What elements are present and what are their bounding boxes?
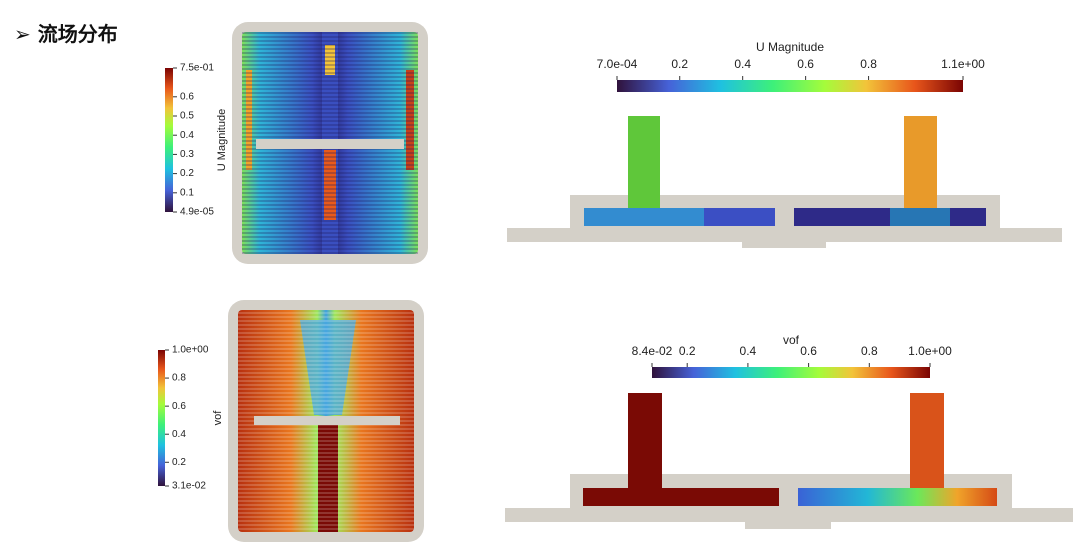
colorbar-tick-label: 0.4 xyxy=(172,429,186,440)
colorbar-tick-label: 3.1e-02 xyxy=(172,481,206,492)
colorbar-tick-label: 0.4 xyxy=(740,344,757,358)
vof-section xyxy=(505,393,1073,529)
colorbar-tick-label: 0.6 xyxy=(172,401,186,412)
colorbar-tick-label: 0.6 xyxy=(797,57,814,71)
colorbar-tick-label: 1.0e+00 xyxy=(908,344,952,358)
colorbar-tick-label: 7.5e-01 xyxy=(180,63,214,74)
bullet-arrow: ➢ xyxy=(14,22,38,46)
colorbar xyxy=(652,367,930,378)
colorbar-tick-label: 0.2 xyxy=(172,457,186,468)
colorbar-tick-label: 1.0e+00 xyxy=(172,345,209,356)
colorbar xyxy=(617,80,963,92)
heading: ➢ 流场分布 xyxy=(14,18,118,47)
velocity-section xyxy=(507,116,1062,248)
vof-plan-view xyxy=(228,300,424,542)
colorbar-title: U Magnitude xyxy=(756,40,824,54)
colorbar-tick-label: 0.6 xyxy=(800,344,817,358)
colorbar-tick-label: 8.4e-02 xyxy=(632,344,673,358)
colorbar-tick-label: 0.2 xyxy=(180,168,194,179)
colorbar-tick-label: 1.1e+00 xyxy=(941,57,985,71)
colorbar xyxy=(158,350,165,486)
colorbar xyxy=(165,68,173,212)
colorbar-tick-label: 4.9e-05 xyxy=(180,207,214,218)
colorbar-tick-label: 0.2 xyxy=(679,344,696,358)
colorbar-tick-label: 0.8 xyxy=(860,57,877,71)
colorbar-tick-label: 0.8 xyxy=(172,373,186,384)
colorbar-title: vof xyxy=(212,410,224,426)
colorbar-tick-label: 0.5 xyxy=(180,111,194,122)
colorbar-tick-label: 0.1 xyxy=(180,187,194,198)
colorbar-tick-label: 0.3 xyxy=(180,149,194,160)
colorbar-tick-label: 7.0e-04 xyxy=(597,57,638,71)
colorbar-title: vof xyxy=(783,333,800,347)
colorbar-tick-label: 0.4 xyxy=(180,130,194,141)
section-title: 流场分布 xyxy=(37,22,118,46)
colorbar-tick-label: 0.2 xyxy=(671,57,688,71)
colorbar-title: U Magnitude xyxy=(216,109,228,171)
colorbar-tick-label: 0.8 xyxy=(861,344,878,358)
colorbar-tick-label: 0.4 xyxy=(734,57,751,71)
colorbar-tick-label: 0.6 xyxy=(180,91,194,102)
velocity-plan-view xyxy=(232,22,428,264)
